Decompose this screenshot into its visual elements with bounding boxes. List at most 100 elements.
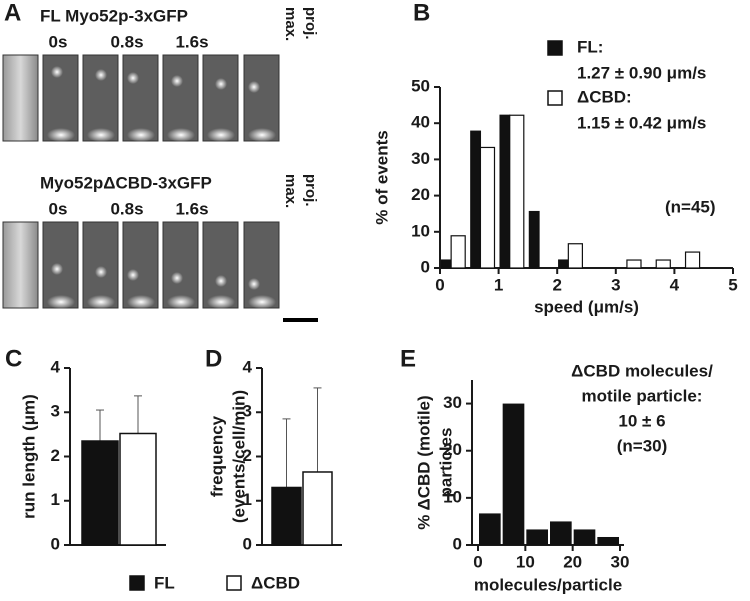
time-label: 0s <box>49 199 68 218</box>
time-label: 0.8s <box>110 32 143 51</box>
micrograph <box>162 54 199 142</box>
y-tick-label: 30 <box>411 149 430 168</box>
panel-label: C <box>5 345 22 372</box>
panel-label: D <box>205 345 222 372</box>
bar <box>479 513 501 545</box>
legend-summary: 1.27 ± 0.90 μm/s <box>577 63 706 82</box>
projection-label: proj. <box>302 174 319 207</box>
y-axis-label: frequency <box>207 415 226 497</box>
x-tick-label: 4 <box>670 275 680 294</box>
y-tick-label: 10 <box>411 221 430 240</box>
x-tick-label: 0 <box>473 552 482 571</box>
y-tick-label: 1 <box>51 490 60 509</box>
legend-swatch <box>547 40 563 56</box>
x-tick-label: 10 <box>516 552 535 571</box>
time-label: 0.8s <box>110 199 143 218</box>
time-label: 1.6s <box>175 32 208 51</box>
x-tick-label: 1 <box>494 275 503 294</box>
micrograph <box>122 221 159 309</box>
micrograph <box>243 221 280 309</box>
y-tick-label: 0 <box>421 257 430 276</box>
projection-label: max. <box>282 174 299 208</box>
y-tick-label: 3 <box>51 402 60 421</box>
fluorescence-spot <box>167 295 195 309</box>
x-tick-label: 5 <box>728 275 737 294</box>
y-axis-label: run length (μm) <box>19 394 38 519</box>
bar <box>479 146 496 269</box>
micrograph <box>2 221 39 309</box>
fluorescence-spot <box>127 295 155 309</box>
y-axis-label: % ΔCBD (motile) <box>414 395 433 529</box>
fluorescence-spot <box>207 295 235 309</box>
y-tick-label: 4 <box>243 357 253 376</box>
fluorescence-spot <box>47 128 75 142</box>
x-tick-label: 0 <box>435 275 444 294</box>
panel-label: E <box>400 345 416 372</box>
y-tick-label: 4 <box>51 357 61 376</box>
legend-label: FL <box>154 573 175 592</box>
bar <box>655 259 671 269</box>
bar <box>302 471 333 546</box>
y-tick-label: 0 <box>51 534 60 553</box>
y-tick-label: 10 <box>443 487 462 506</box>
time-label: 0s <box>49 32 68 51</box>
y-tick-label: 40 <box>411 113 430 132</box>
y-axis-label: (events/cell/min) <box>229 390 248 523</box>
x-tick-label: 30 <box>611 552 630 571</box>
y-tick-label: 2 <box>51 446 60 465</box>
y-tick-label: 2 <box>243 446 252 465</box>
bar <box>597 536 619 545</box>
micrograph <box>162 221 199 309</box>
fluorescence-spot <box>87 128 115 142</box>
micrograph <box>82 221 119 309</box>
time-label: 1.6s <box>175 199 208 218</box>
bar <box>558 259 569 269</box>
fluorescence-spot <box>127 128 155 142</box>
bar <box>81 440 119 546</box>
bar <box>526 529 548 545</box>
x-tick-label: 3 <box>611 275 620 294</box>
fluorescence-spot <box>47 295 75 309</box>
fluorescence-spot <box>215 78 227 90</box>
bar <box>550 521 572 545</box>
fluorescence-spot <box>215 275 227 287</box>
legend-summary: 1.15 ± 0.42 μm/s <box>577 113 706 132</box>
fluorescence-spot <box>127 72 139 84</box>
projection-label: proj. <box>302 7 319 40</box>
bar <box>499 114 511 269</box>
panel-label: A <box>4 0 21 26</box>
bar <box>502 403 525 545</box>
fluorescence-spot <box>248 278 260 290</box>
legend-label: FL: <box>577 37 603 56</box>
y-tick-label: 50 <box>411 76 430 95</box>
x-axis-label: molecules/particle <box>474 575 622 594</box>
annotation: (n=30) <box>617 436 668 455</box>
y-tick-label: 0 <box>243 534 252 553</box>
bar <box>509 114 525 269</box>
fluorescence-spot <box>127 269 139 281</box>
row-title: Myo52pΔCBD-3xGFP <box>40 173 212 192</box>
y-tick-label: 20 <box>411 185 430 204</box>
bar <box>271 486 302 546</box>
y-tick-label: 3 <box>243 402 252 421</box>
legend-swatch <box>129 575 145 591</box>
x-tick-label: 2 <box>552 275 561 294</box>
projection-label: max. <box>282 7 299 41</box>
fluorescence-spot <box>51 263 63 275</box>
micrograph <box>2 54 39 142</box>
fluorescence-spot <box>51 66 63 78</box>
fluorescence-spot <box>167 128 195 142</box>
legend-swatch <box>547 90 563 106</box>
bar <box>440 259 452 269</box>
panel-label: B <box>413 0 430 26</box>
y-tick-label: 20 <box>443 440 462 459</box>
x-axis-label: speed (μm/s) <box>534 297 639 316</box>
bar <box>528 210 540 269</box>
micrograph <box>202 221 239 309</box>
fluorescence-spot <box>171 272 183 284</box>
y-axis-label: % of events <box>372 130 391 224</box>
legend-label: ΔCBD <box>251 573 300 592</box>
fluorescence-spot <box>87 295 115 309</box>
bar <box>470 130 482 269</box>
fluorescence-spot <box>248 81 260 93</box>
